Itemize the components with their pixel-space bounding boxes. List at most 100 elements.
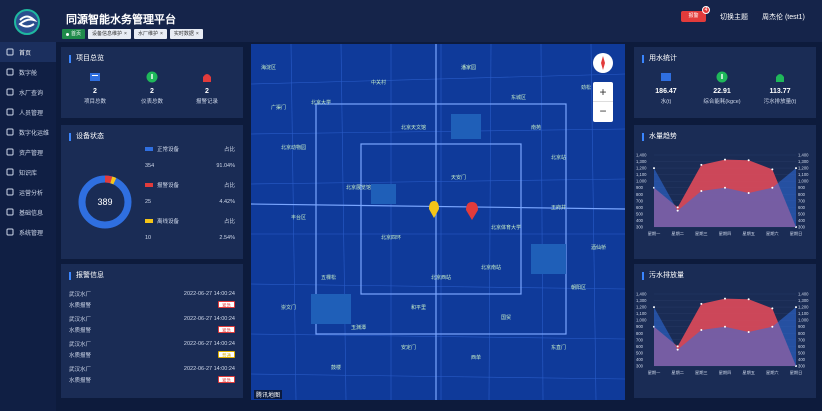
- series-area: [654, 307, 796, 366]
- tab-realtime[interactable]: 实时数据 ×: [169, 29, 203, 39]
- y-tick-label: 1,100: [798, 172, 809, 177]
- legend-name: 离线设备: [157, 219, 180, 225]
- map-place-label: 玉渊潭: [351, 325, 367, 331]
- data-point[interactable]: [724, 158, 726, 161]
- alarm-item[interactable]: 武汉水厂 2022-06-27 14:00:24 水质报警 普通: [69, 338, 235, 360]
- x-tick-label: 星期一: [648, 231, 661, 237]
- tab-home[interactable]: 首页: [62, 29, 86, 39]
- data-point[interactable]: [700, 329, 703, 331]
- alarm-button[interactable]: 报警: [681, 11, 706, 22]
- y-tick-label: 1,300: [636, 298, 647, 303]
- sidebar-item[interactable]: 运营分析: [0, 182, 56, 202]
- project-icon: [90, 73, 100, 81]
- sidebar-item[interactable]: 数字化运维: [0, 122, 56, 142]
- close-icon[interactable]: ×: [124, 31, 127, 37]
- map-place-label: 国贸: [501, 315, 512, 321]
- map-view[interactable]: 海淀区 北京大学 中关村 北京动物园 北京天文馆 北京展览馆 东城区 北京站 天安门 北京体育大学…: [251, 44, 625, 400]
- data-point[interactable]: [700, 163, 703, 166]
- data-point[interactable]: [653, 167, 655, 170]
- sidebar-item[interactable]: 资产管理: [0, 142, 56, 162]
- data-point[interactable]: [771, 307, 774, 310]
- water-stats-panel: 用水统计 186.47 水(t) 22.91 综合能耗(kgce) 113.77…: [634, 47, 816, 118]
- sidebar-item[interactable]: 系统管理: [0, 222, 56, 242]
- alarm-type: 水质报警: [69, 352, 92, 359]
- data-point[interactable]: [795, 306, 797, 309]
- y-tick-label: 800: [636, 192, 644, 197]
- alarm-item[interactable]: 武汉水厂 2022-06-27 14:00:24 水质报警 紧急: [69, 313, 235, 335]
- sidebar-item-label: 运营分析: [19, 190, 44, 197]
- sidebar-item-label: 数字舱: [19, 70, 38, 77]
- y-tick-label: 1,400: [636, 292, 647, 297]
- sidebar-item-label: 基础信息: [19, 210, 44, 217]
- data-point[interactable]: [747, 159, 750, 162]
- y-tick-label: 600: [798, 344, 806, 349]
- sidebar-item[interactable]: 数字舱: [0, 62, 56, 82]
- user-menu[interactable]: 周杰伦 (test1): [762, 14, 805, 21]
- sidebar-item[interactable]: 知识库: [0, 162, 56, 182]
- sewage-icon: [776, 74, 784, 82]
- stat-label: 项目总数: [83, 99, 106, 105]
- map-place-label: 鼓楼: [331, 365, 342, 371]
- home-icon: [6, 48, 14, 56]
- sidebar-item[interactable]: 基础信息: [0, 202, 56, 222]
- sidebar-item[interactable]: 首页: [0, 42, 56, 62]
- y-tick-label: 500: [798, 211, 806, 216]
- data-point[interactable]: [747, 191, 750, 194]
- device-count-row: 354 91.04%: [145, 163, 235, 169]
- y-tick-label: 700: [798, 337, 806, 342]
- y-tick-label: 400: [636, 218, 644, 223]
- sidebar-item[interactable]: 水厂查询: [0, 82, 56, 102]
- tab-label: 水厂维护: [137, 31, 158, 37]
- ratio-label: 占比: [223, 219, 235, 225]
- x-tick-label: 星期二: [671, 231, 684, 237]
- data-point[interactable]: [676, 206, 679, 209]
- alarm-item[interactable]: 武汉水厂 2022-06-27 14:00:24 水质报警 紧急: [69, 288, 235, 310]
- theme-switch-button[interactable]: 切换主题: [720, 14, 748, 21]
- data-point[interactable]: [700, 190, 703, 192]
- alarm-time: 2022-06-27 14:00:24: [183, 315, 235, 322]
- data-point[interactable]: [771, 325, 774, 328]
- y-tick-label: 1,400: [798, 292, 809, 297]
- data-point[interactable]: [700, 302, 703, 305]
- y-tick-label: 1,200: [798, 305, 809, 310]
- map-place-label: 北京大学: [311, 100, 332, 106]
- data-point[interactable]: [676, 345, 679, 348]
- y-tick-label: 900: [798, 185, 806, 190]
- zoom-in-button[interactable]: +: [593, 82, 613, 102]
- map-place-label: 潘家园: [461, 65, 477, 71]
- tab-plant[interactable]: 水厂维护 ×: [133, 29, 167, 39]
- data-point[interactable]: [795, 167, 797, 170]
- y-tick-label: 500: [798, 350, 806, 355]
- close-icon[interactable]: ×: [195, 31, 199, 37]
- panel-title: 设备状态: [69, 133, 104, 141]
- water-usage-stat: 186.47 水(t): [646, 71, 686, 105]
- data-point[interactable]: [747, 298, 750, 301]
- data-point[interactable]: [676, 348, 679, 351]
- map-place-label: 东直门: [551, 345, 567, 351]
- panel-title: 水量趋势: [642, 133, 677, 141]
- data-point[interactable]: [724, 297, 726, 300]
- alarm-item[interactable]: 武汉水厂 2022-06-27 14:00:24 水质报警 紧急: [69, 363, 235, 385]
- legend-swatch: [145, 147, 153, 151]
- data-point[interactable]: [771, 186, 774, 189]
- compass-icon[interactable]: [593, 53, 613, 73]
- data-point[interactable]: [747, 330, 750, 333]
- sidebar-item[interactable]: 人员管理: [0, 102, 56, 122]
- project-count-stat: 2 项目总数: [75, 71, 115, 105]
- data-point[interactable]: [771, 168, 774, 171]
- alarm-plant: 武汉水厂: [69, 316, 92, 323]
- tab-device-info[interactable]: 设备信息维护 ×: [88, 29, 131, 39]
- data-point[interactable]: [724, 186, 726, 189]
- data-point[interactable]: [676, 209, 679, 212]
- device-count: 354: [145, 163, 155, 169]
- zoom-out-button[interactable]: −: [599, 104, 607, 118]
- data-point[interactable]: [653, 306, 655, 309]
- map-marker-red[interactable]: [466, 202, 478, 220]
- cockpit-icon: [6, 68, 14, 76]
- x-tick-label: 星期六: [766, 230, 779, 237]
- y-tick-label: 500: [636, 350, 644, 355]
- map-marker-yellow[interactable]: [429, 201, 439, 218]
- map-place-label: 劲松: [581, 85, 592, 91]
- data-point[interactable]: [724, 325, 726, 328]
- close-icon[interactable]: ×: [159, 31, 163, 37]
